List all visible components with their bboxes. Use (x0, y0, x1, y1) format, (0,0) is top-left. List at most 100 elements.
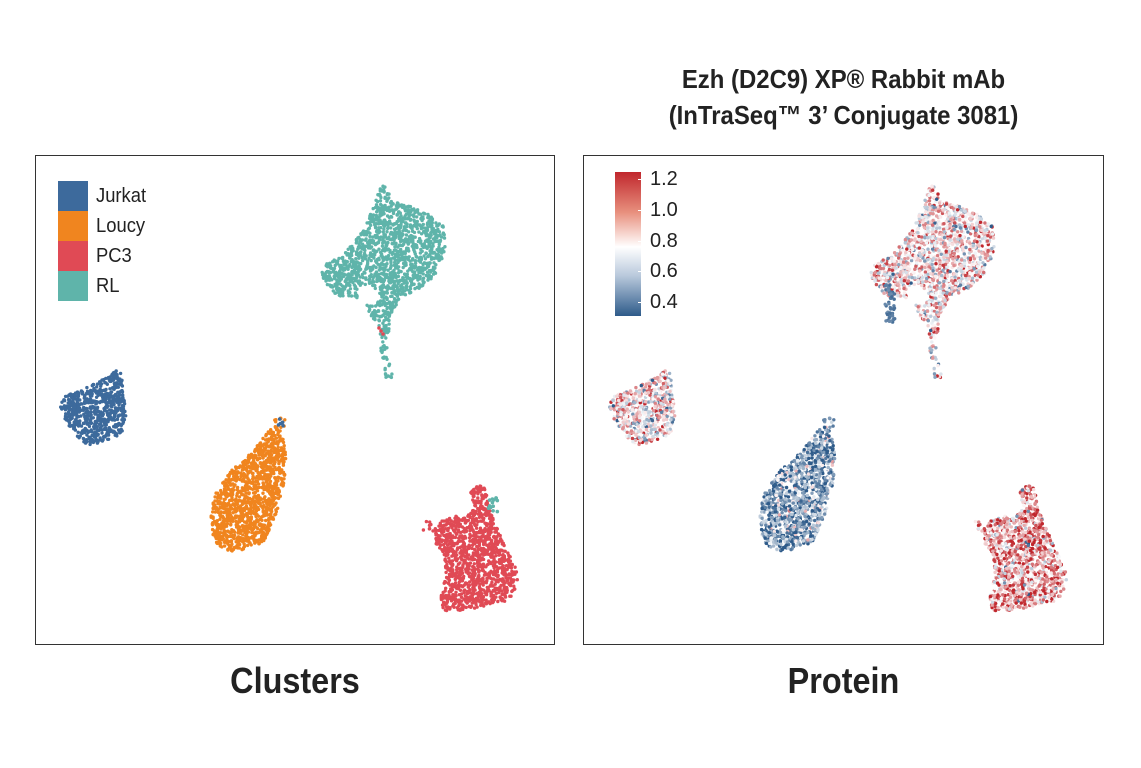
scatter-point (365, 264, 369, 268)
scatter-point (506, 565, 511, 570)
scatter-point (226, 518, 231, 522)
scatter-point (455, 522, 460, 527)
scatter-point (382, 257, 387, 261)
scatter-point (408, 204, 413, 209)
scatter-point (239, 471, 243, 475)
scatter-point (452, 605, 456, 609)
scatter-point (109, 391, 113, 395)
scatter-point (83, 415, 87, 419)
scatter-point (70, 396, 74, 400)
scatter-point (114, 397, 118, 401)
scatter-point (396, 225, 400, 230)
scatter-point (467, 553, 471, 557)
scatter-point (403, 263, 407, 268)
scatter-point (218, 513, 222, 517)
scatter-point (426, 278, 430, 282)
scatter-point (469, 534, 473, 538)
scatter-point (482, 553, 486, 557)
scatter-point (117, 402, 121, 407)
scatter-point (492, 598, 496, 602)
scatter-point (230, 498, 234, 503)
scatter-point (420, 266, 424, 270)
scatter-point (466, 514, 470, 518)
scatter-point (410, 229, 415, 233)
scatter-point (500, 565, 504, 569)
scatter-point (385, 230, 389, 234)
scatter-point (497, 589, 502, 593)
scatter-point (511, 572, 515, 577)
scatter-point (112, 418, 117, 422)
scatter-point (120, 378, 124, 382)
scatter-point (435, 256, 439, 260)
scatter-point (97, 391, 102, 395)
scatter-point (446, 533, 450, 537)
scatter-point (356, 266, 360, 270)
scatter-point (447, 556, 451, 560)
scatter-point (362, 270, 366, 274)
scatter-point (77, 422, 82, 426)
scatter-point (499, 548, 504, 552)
scatter-point (353, 264, 358, 268)
scatter-point (434, 228, 438, 233)
scatter-point (283, 472, 287, 477)
scatter-point (447, 593, 451, 597)
scatter-point (281, 440, 286, 445)
scatter-point (412, 218, 416, 222)
scatter-point (389, 264, 393, 269)
scatter-point (470, 568, 474, 572)
scatter-point (407, 267, 412, 271)
scatter-point (495, 498, 500, 503)
scatter-point (225, 522, 230, 526)
scatter-point (336, 275, 341, 280)
scatter-point (411, 277, 415, 281)
scatter-point (260, 470, 264, 475)
scatter-point (397, 243, 402, 247)
scatter-point (368, 238, 372, 242)
scatter-point (95, 385, 99, 389)
scatter-point (481, 562, 486, 566)
scatter-point (269, 517, 273, 521)
scatter-point (422, 254, 426, 258)
scatter-point (240, 517, 244, 522)
scatter-point (95, 382, 100, 386)
scatter-point (116, 408, 120, 413)
scatter-point (72, 420, 76, 424)
scatter-point (485, 549, 490, 553)
scatter-point (115, 417, 120, 422)
scatter-point (473, 583, 478, 587)
scatter-point (79, 389, 84, 393)
scatter-point (79, 424, 84, 428)
scatter-point (389, 261, 393, 265)
scatter-point (404, 275, 408, 279)
scatter-point (253, 448, 257, 452)
scatter-point (88, 397, 93, 401)
scatter-point (88, 390, 93, 394)
scatter-point (502, 587, 506, 591)
scatter-point (241, 533, 245, 537)
scatter-point (358, 244, 362, 248)
scatter-point (380, 254, 384, 258)
scatter-point (472, 533, 476, 537)
scatter-point (499, 539, 504, 543)
scatter-point (500, 571, 504, 575)
scatter-point (374, 215, 379, 219)
scatter-point (414, 224, 418, 229)
scatter-point (337, 256, 341, 261)
scatter-point (76, 407, 80, 411)
scatter-point (469, 511, 473, 515)
scatter-point (463, 558, 467, 562)
scatter-point (450, 526, 454, 530)
scatter-point (429, 225, 433, 229)
scatter-point (501, 577, 505, 581)
scatter-point (244, 505, 248, 509)
scatter-point (377, 272, 381, 276)
scatter-point (484, 502, 488, 506)
scatter-point (101, 418, 106, 423)
scatter-point (237, 546, 241, 550)
scatter-point (435, 542, 439, 546)
scatter-point (254, 479, 258, 484)
scatter-point (227, 478, 231, 482)
scatter-point (488, 525, 492, 530)
scatter-point (261, 436, 265, 441)
scatter-point (232, 474, 236, 479)
